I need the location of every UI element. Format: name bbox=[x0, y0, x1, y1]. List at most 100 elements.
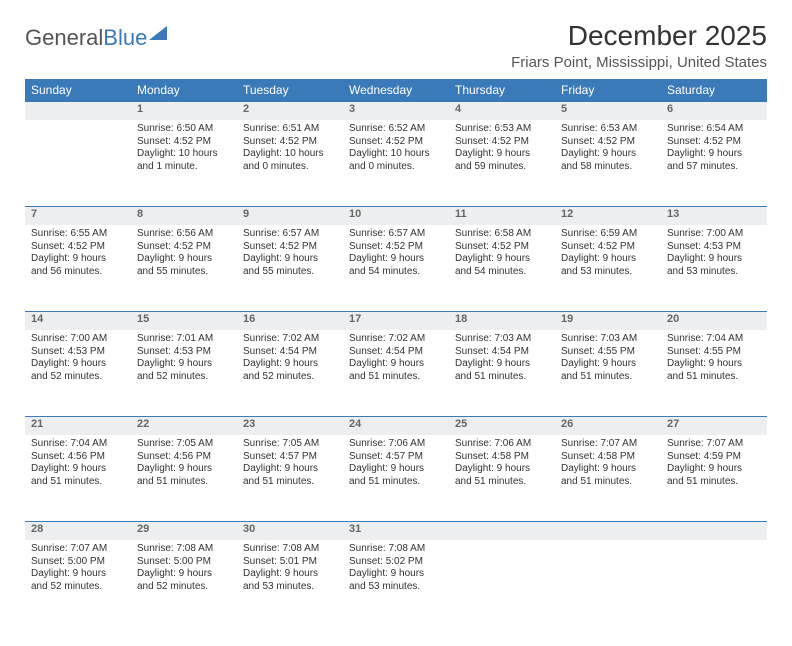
col-friday: Friday bbox=[555, 79, 661, 102]
sunset-text: Sunset: 5:01 PM bbox=[243, 556, 337, 569]
sunset-text: Sunset: 4:52 PM bbox=[137, 241, 231, 254]
day-number: 8 bbox=[131, 207, 237, 226]
daylight-text: Daylight: 9 hours and 53 minutes. bbox=[349, 568, 443, 593]
daylight-text: Daylight: 9 hours and 52 minutes. bbox=[137, 358, 231, 383]
sunset-text: Sunset: 4:56 PM bbox=[137, 451, 231, 464]
sunrise-text: Sunrise: 7:05 AM bbox=[243, 438, 337, 451]
day-cell: Sunrise: 6:57 AMSunset: 4:52 PMDaylight:… bbox=[237, 225, 343, 312]
day-cell: Sunrise: 6:56 AMSunset: 4:52 PMDaylight:… bbox=[131, 225, 237, 312]
day-header-row: Sunday Monday Tuesday Wednesday Thursday… bbox=[25, 79, 767, 102]
day-number bbox=[25, 102, 131, 121]
daylight-text: Daylight: 9 hours and 53 minutes. bbox=[667, 253, 761, 278]
sunset-text: Sunset: 4:57 PM bbox=[349, 451, 443, 464]
sunset-text: Sunset: 4:52 PM bbox=[455, 241, 549, 254]
sunrise-text: Sunrise: 6:50 AM bbox=[137, 123, 231, 136]
sunset-text: Sunset: 4:52 PM bbox=[561, 241, 655, 254]
day-number: 22 bbox=[131, 417, 237, 436]
day-cell: Sunrise: 7:06 AMSunset: 4:58 PMDaylight:… bbox=[449, 435, 555, 522]
day-number: 6 bbox=[661, 102, 767, 121]
sunrise-text: Sunrise: 6:58 AM bbox=[455, 228, 549, 241]
day-number: 9 bbox=[237, 207, 343, 226]
brand-text-1: General bbox=[25, 25, 103, 51]
sunrise-text: Sunrise: 7:00 AM bbox=[667, 228, 761, 241]
sunrise-text: Sunrise: 6:57 AM bbox=[349, 228, 443, 241]
sunset-text: Sunset: 4:52 PM bbox=[455, 136, 549, 149]
day-number: 20 bbox=[661, 312, 767, 331]
daynum-row: 123456 bbox=[25, 102, 767, 121]
col-monday: Monday bbox=[131, 79, 237, 102]
sunset-text: Sunset: 4:53 PM bbox=[667, 241, 761, 254]
sunset-text: Sunset: 5:02 PM bbox=[349, 556, 443, 569]
day-number: 16 bbox=[237, 312, 343, 331]
sunset-text: Sunset: 4:52 PM bbox=[31, 241, 125, 254]
sunrise-text: Sunrise: 7:04 AM bbox=[31, 438, 125, 451]
day-cell: Sunrise: 7:08 AMSunset: 5:00 PMDaylight:… bbox=[131, 540, 237, 626]
day-cell: Sunrise: 6:51 AMSunset: 4:52 PMDaylight:… bbox=[237, 120, 343, 207]
daylight-text: Daylight: 9 hours and 53 minutes. bbox=[561, 253, 655, 278]
sunrise-text: Sunrise: 7:01 AM bbox=[137, 333, 231, 346]
day-cell: Sunrise: 7:03 AMSunset: 4:55 PMDaylight:… bbox=[555, 330, 661, 417]
sunset-text: Sunset: 4:52 PM bbox=[243, 241, 337, 254]
daylight-text: Daylight: 9 hours and 51 minutes. bbox=[667, 463, 761, 488]
sunset-text: Sunset: 4:52 PM bbox=[667, 136, 761, 149]
day-cell: Sunrise: 7:05 AMSunset: 4:57 PMDaylight:… bbox=[237, 435, 343, 522]
calendar-table: Sunday Monday Tuesday Wednesday Thursday… bbox=[25, 79, 767, 626]
triangle-icon bbox=[149, 26, 167, 40]
day-number: 7 bbox=[25, 207, 131, 226]
content-row: Sunrise: 7:00 AMSunset: 4:53 PMDaylight:… bbox=[25, 330, 767, 417]
day-cell: Sunrise: 6:50 AMSunset: 4:52 PMDaylight:… bbox=[131, 120, 237, 207]
day-cell: Sunrise: 6:53 AMSunset: 4:52 PMDaylight:… bbox=[449, 120, 555, 207]
day-number: 2 bbox=[237, 102, 343, 121]
sunrise-text: Sunrise: 6:51 AM bbox=[243, 123, 337, 136]
day-number: 1 bbox=[131, 102, 237, 121]
sunrise-text: Sunrise: 6:56 AM bbox=[137, 228, 231, 241]
daynum-row: 78910111213 bbox=[25, 207, 767, 226]
sunrise-text: Sunrise: 7:07 AM bbox=[31, 543, 125, 556]
day-cell: Sunrise: 7:03 AMSunset: 4:54 PMDaylight:… bbox=[449, 330, 555, 417]
brand-logo: GeneralBlue bbox=[25, 25, 167, 51]
day-cell: Sunrise: 7:07 AMSunset: 4:58 PMDaylight:… bbox=[555, 435, 661, 522]
daylight-text: Daylight: 9 hours and 51 minutes. bbox=[349, 358, 443, 383]
day-cell: Sunrise: 7:05 AMSunset: 4:56 PMDaylight:… bbox=[131, 435, 237, 522]
daynum-row: 21222324252627 bbox=[25, 417, 767, 436]
content-row: Sunrise: 7:04 AMSunset: 4:56 PMDaylight:… bbox=[25, 435, 767, 522]
day-number: 23 bbox=[237, 417, 343, 436]
sunset-text: Sunset: 4:52 PM bbox=[243, 136, 337, 149]
daylight-text: Daylight: 10 hours and 0 minutes. bbox=[349, 148, 443, 173]
day-number: 5 bbox=[555, 102, 661, 121]
day-number bbox=[449, 522, 555, 541]
daylight-text: Daylight: 9 hours and 59 minutes. bbox=[455, 148, 549, 173]
sunrise-text: Sunrise: 6:59 AM bbox=[561, 228, 655, 241]
daylight-text: Daylight: 10 hours and 1 minute. bbox=[137, 148, 231, 173]
sunset-text: Sunset: 4:58 PM bbox=[455, 451, 549, 464]
sunset-text: Sunset: 4:54 PM bbox=[349, 346, 443, 359]
daylight-text: Daylight: 9 hours and 51 minutes. bbox=[137, 463, 231, 488]
day-number: 11 bbox=[449, 207, 555, 226]
sunset-text: Sunset: 4:52 PM bbox=[349, 136, 443, 149]
day-cell bbox=[555, 540, 661, 626]
daylight-text: Daylight: 9 hours and 51 minutes. bbox=[455, 358, 549, 383]
day-number bbox=[555, 522, 661, 541]
sunset-text: Sunset: 4:52 PM bbox=[561, 136, 655, 149]
sunset-text: Sunset: 4:58 PM bbox=[561, 451, 655, 464]
day-cell: Sunrise: 7:04 AMSunset: 4:56 PMDaylight:… bbox=[25, 435, 131, 522]
daylight-text: Daylight: 10 hours and 0 minutes. bbox=[243, 148, 337, 173]
col-sunday: Sunday bbox=[25, 79, 131, 102]
sunset-text: Sunset: 4:56 PM bbox=[31, 451, 125, 464]
sunset-text: Sunset: 4:55 PM bbox=[667, 346, 761, 359]
day-number: 12 bbox=[555, 207, 661, 226]
sunrise-text: Sunrise: 6:55 AM bbox=[31, 228, 125, 241]
day-number: 24 bbox=[343, 417, 449, 436]
daylight-text: Daylight: 9 hours and 51 minutes. bbox=[667, 358, 761, 383]
daylight-text: Daylight: 9 hours and 58 minutes. bbox=[561, 148, 655, 173]
day-cell: Sunrise: 7:08 AMSunset: 5:01 PMDaylight:… bbox=[237, 540, 343, 626]
col-wednesday: Wednesday bbox=[343, 79, 449, 102]
sunset-text: Sunset: 4:52 PM bbox=[349, 241, 443, 254]
sunrise-text: Sunrise: 6:54 AM bbox=[667, 123, 761, 136]
content-row: Sunrise: 7:07 AMSunset: 5:00 PMDaylight:… bbox=[25, 540, 767, 626]
day-number: 21 bbox=[25, 417, 131, 436]
sunrise-text: Sunrise: 7:03 AM bbox=[561, 333, 655, 346]
sunrise-text: Sunrise: 7:03 AM bbox=[455, 333, 549, 346]
daylight-text: Daylight: 9 hours and 51 minutes. bbox=[349, 463, 443, 488]
day-number: 26 bbox=[555, 417, 661, 436]
